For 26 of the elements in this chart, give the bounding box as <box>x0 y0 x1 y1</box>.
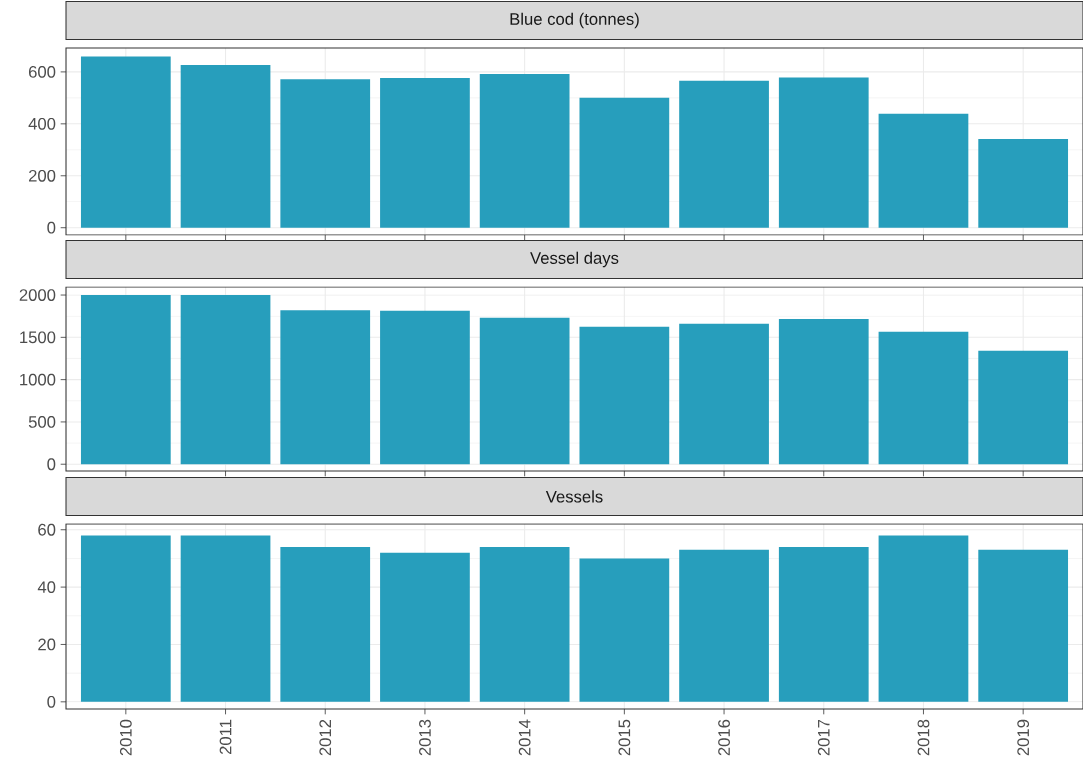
y-tick-label: 0 <box>47 458 56 471</box>
x-tick-label: 2015 <box>618 719 631 756</box>
y-tick-label: 0 <box>47 221 56 234</box>
y-tick-label: 200 <box>28 169 56 182</box>
x-tick-label: 2018 <box>917 719 930 756</box>
x-tick-label: 2016 <box>718 719 730 756</box>
y-tick-label: 400 <box>28 117 56 130</box>
y-tick-label: 1000 <box>20 373 56 386</box>
x-tick-label: 2012 <box>319 719 332 756</box>
y-tick-label: 2000 <box>19 289 56 301</box>
y-tick-label: 0 <box>47 695 56 708</box>
x-tick-label: 2013 <box>419 719 431 756</box>
y-tick-label: 40 <box>37 581 56 593</box>
x-tick-label: 2011 <box>219 719 232 755</box>
x-tick-label: 2019 <box>1017 719 1030 756</box>
x-tick-label: 2014 <box>518 719 531 756</box>
y-tick-label: 20 <box>38 638 56 651</box>
x-tick-label: 2017 <box>817 719 830 756</box>
chart-title: Vessel days <box>530 251 619 268</box>
y-tick-label: 1500 <box>20 331 56 344</box>
chart-title: Vessels <box>545 490 603 503</box>
chart-title: Blue cod (tonnes) <box>510 12 639 29</box>
y-tick-label: 600 <box>28 66 56 78</box>
y-tick-label: 60 <box>38 523 56 536</box>
y-tick-label: 500 <box>28 416 56 428</box>
x-tick-label: 2010 <box>119 719 132 756</box>
